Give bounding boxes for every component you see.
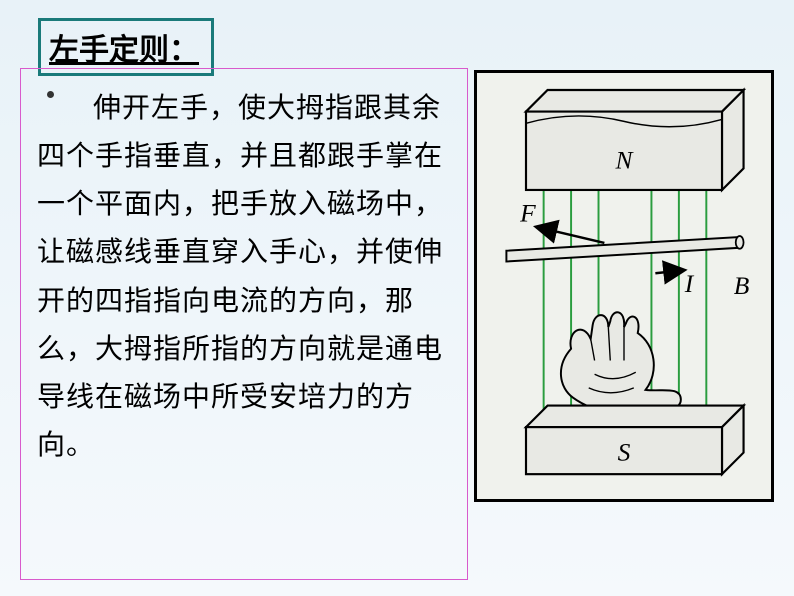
magnet-north: N <box>526 90 744 190</box>
body-text: 伸开左手，使大拇指跟其余四个手指垂直，并且都跟手掌在一个平面内，把手放入磁场中，… <box>37 85 459 470</box>
bullet-icon <box>47 91 54 98</box>
title-text: 左手定则： <box>49 34 199 67</box>
conductor-wire <box>506 236 743 261</box>
content-box: 伸开左手，使大拇指跟其余四个手指垂直，并且都跟手掌在一个平面内，把手放入磁场中，… <box>20 68 468 580</box>
diagram-svg: N F I B S <box>477 73 771 499</box>
label-north: N <box>615 145 635 174</box>
label-south: S <box>618 437 631 466</box>
label-current: I <box>684 269 695 298</box>
wire-end-cap <box>736 236 744 249</box>
label-field: B <box>734 271 750 300</box>
left-hand-rule-diagram: N F I B S <box>474 70 774 502</box>
magnet-south: S <box>526 406 744 475</box>
wire-body <box>506 237 739 262</box>
magnet-south-top <box>526 406 744 428</box>
label-force: F <box>519 198 536 227</box>
left-hand-icon <box>561 312 681 412</box>
hand-outline <box>561 312 681 412</box>
magnet-north-top <box>526 90 744 112</box>
